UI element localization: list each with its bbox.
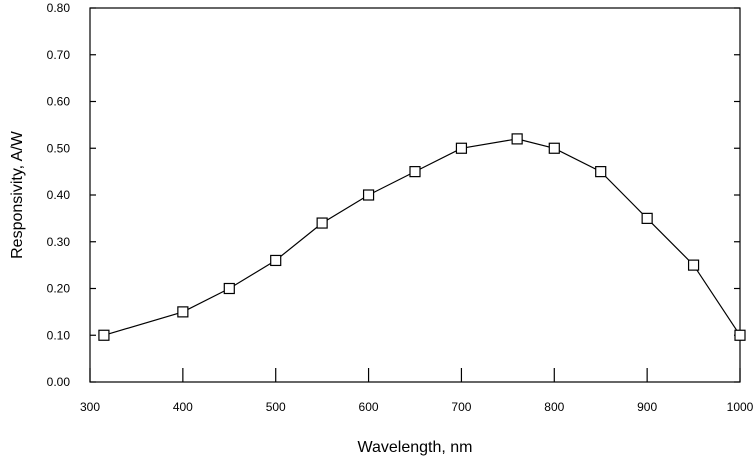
data-point [98,329,110,341]
axes [89,7,741,383]
x-axis-title: Wavelength, nm [357,439,472,456]
y-tick-label: 0.20 [47,282,71,296]
data-point [641,212,653,224]
data-point [270,254,282,267]
x-tick-label: 900 [637,400,657,414]
y-tick-label: 0.80 [47,1,71,15]
data-point [316,217,328,229]
x-tick-label: 700 [451,400,471,414]
x-tick-label: 300 [80,400,100,414]
y-tick-label: 0.40 [47,188,71,202]
data-point [595,166,607,178]
x-tick-label: 1000 [727,400,753,414]
x-tick-label: 500 [266,400,286,414]
data-series [98,133,746,341]
data-point [362,189,375,201]
axis-ticks: 0.00 0.10 0.20 0.30 0.40 0.50 0.60 0.70 0.80 300 4… [47,1,753,414]
plot-frame [89,7,741,383]
data-point [223,282,235,295]
y-axis-title: Responsivity, A/W [9,130,26,259]
y-tick-label: 0.30 [47,235,71,249]
data-point [455,142,468,154]
x-tick-label: 800 [544,400,564,414]
y-tick-label: 0.50 [47,141,71,155]
series-line [103,138,741,336]
data-point [548,142,560,154]
x-tick-label: 400 [173,400,193,414]
y-tick-label: 0.00 [47,375,71,389]
data-point [687,259,700,271]
y-tick-label: 0.70 [47,48,71,62]
x-tick-label: 600 [359,400,379,414]
data-point [734,329,746,341]
data-point [409,166,421,178]
y-tick-label: 0.60 [47,95,71,109]
y-tick-label: 0.10 [47,328,71,342]
data-point [511,133,523,145]
data-point [177,306,189,318]
